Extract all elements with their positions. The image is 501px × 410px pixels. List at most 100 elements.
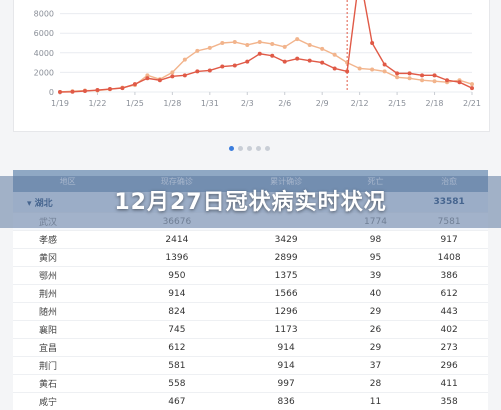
data-point-1	[95, 88, 99, 92]
table-cell: 745	[122, 321, 231, 339]
table-cell: 40	[341, 285, 411, 303]
table-cell: 612	[410, 285, 488, 303]
carousel-pagination	[229, 146, 270, 151]
region-name-cell: 黄冈	[13, 249, 122, 267]
data-point-1	[208, 68, 212, 72]
x-tick-label: 2/21	[463, 99, 481, 108]
data-point-1	[220, 65, 224, 69]
data-point-0	[358, 66, 362, 70]
data-point-0	[308, 43, 312, 47]
table-cell: 1173	[232, 321, 341, 339]
x-tick-label: 2/3	[241, 99, 254, 108]
data-point-0	[283, 45, 287, 49]
data-point-1	[295, 57, 299, 61]
table-cell: 914	[232, 339, 341, 357]
trend-line-chart: 10000800060004000200001/191/221/251/281/…	[14, 0, 489, 131]
data-point-1	[83, 89, 87, 93]
data-point-1	[383, 63, 387, 67]
data-point-1	[470, 86, 474, 90]
y-tick-label: 6000	[34, 29, 54, 38]
x-tick-label: 2/15	[388, 99, 406, 108]
y-tick-label: 4000	[34, 49, 54, 58]
table-cell: 443	[410, 303, 488, 321]
table-cell: 95	[341, 249, 411, 267]
table-cell: 358	[410, 393, 488, 410]
table-cell: 26	[341, 321, 411, 339]
x-tick-label: 1/28	[163, 99, 181, 108]
data-point-0	[183, 58, 187, 62]
data-point-0	[383, 69, 387, 73]
table-cell: 411	[410, 375, 488, 393]
data-point-1	[195, 69, 199, 73]
table-cell: 273	[410, 339, 488, 357]
data-point-1	[333, 66, 337, 70]
table-cell: 39	[341, 267, 411, 285]
data-point-1	[120, 86, 124, 90]
data-point-1	[458, 80, 462, 84]
data-point-1	[270, 54, 274, 58]
region-name-cell: 宜昌	[13, 339, 122, 357]
data-point-1	[58, 90, 62, 94]
data-point-0	[470, 82, 474, 86]
table-cell: 917	[410, 231, 488, 249]
data-point-0	[270, 42, 274, 46]
table-cell: 914	[232, 357, 341, 375]
table-cell: 950	[122, 267, 231, 285]
data-point-0	[433, 79, 437, 83]
pagination-dot[interactable]	[229, 146, 234, 151]
data-point-1	[258, 52, 262, 56]
data-point-0	[245, 43, 249, 47]
table-cell: 836	[232, 393, 341, 410]
table-cell: 402	[410, 321, 488, 339]
data-point-0	[333, 53, 337, 57]
data-point-1	[183, 73, 187, 77]
table-cell: 11	[341, 393, 411, 410]
table-cell: 1566	[232, 285, 341, 303]
data-point-1	[145, 76, 149, 80]
table-cell: 824	[122, 303, 231, 321]
data-point-0	[295, 37, 299, 41]
y-tick-label: 2000	[34, 68, 54, 77]
y-tick-label: 8000	[34, 10, 54, 19]
data-point-0	[370, 67, 374, 71]
table-cell: 1296	[232, 303, 341, 321]
table-cell: 29	[341, 339, 411, 357]
pagination-dot[interactable]	[256, 146, 261, 151]
data-point-1	[308, 59, 312, 63]
table-cell: 612	[122, 339, 231, 357]
table-cell: 29	[341, 303, 411, 321]
table-cell: 581	[122, 357, 231, 375]
pagination-dot[interactable]	[265, 146, 270, 151]
data-point-1	[70, 90, 74, 94]
data-point-1	[370, 41, 374, 45]
table-cell: 98	[341, 231, 411, 249]
data-point-1	[108, 87, 112, 91]
table-cell: 386	[410, 267, 488, 285]
data-point-1	[133, 82, 137, 86]
data-point-0	[258, 40, 262, 44]
table-cell: 28	[341, 375, 411, 393]
data-point-0	[195, 49, 199, 53]
region-name-cell: 黄石	[13, 375, 122, 393]
table-cell: 37	[341, 357, 411, 375]
pagination-dot[interactable]	[247, 146, 252, 151]
data-point-1	[320, 61, 324, 65]
data-point-1	[233, 64, 237, 68]
x-tick-label: 2/6	[278, 99, 291, 108]
x-tick-label: 1/19	[51, 99, 69, 108]
pagination-dot[interactable]	[238, 146, 243, 151]
data-point-0	[408, 76, 412, 80]
data-point-1	[445, 78, 449, 82]
data-point-0	[420, 78, 424, 82]
data-point-1	[408, 71, 412, 75]
